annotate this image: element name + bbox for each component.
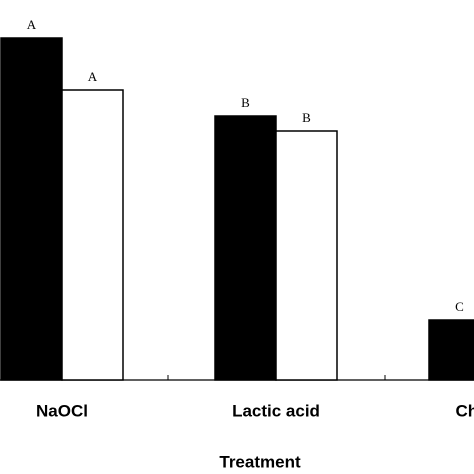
value-label: B: [302, 110, 311, 125]
x-axis-label: Treatment: [219, 452, 301, 471]
bar: [0, 37, 63, 381]
bar: [214, 115, 277, 381]
value-label: A: [88, 69, 98, 84]
bar: [61, 89, 124, 381]
bar: [275, 130, 338, 381]
bar: [428, 319, 474, 381]
x-tick-label: Chlorine: [456, 401, 474, 420]
x-tick-label: Lactic acid: [232, 401, 320, 420]
x-tick-label: NaOCl: [36, 401, 88, 420]
value-label: C: [455, 299, 464, 314]
value-label: A: [27, 17, 37, 32]
value-label: B: [241, 95, 250, 110]
